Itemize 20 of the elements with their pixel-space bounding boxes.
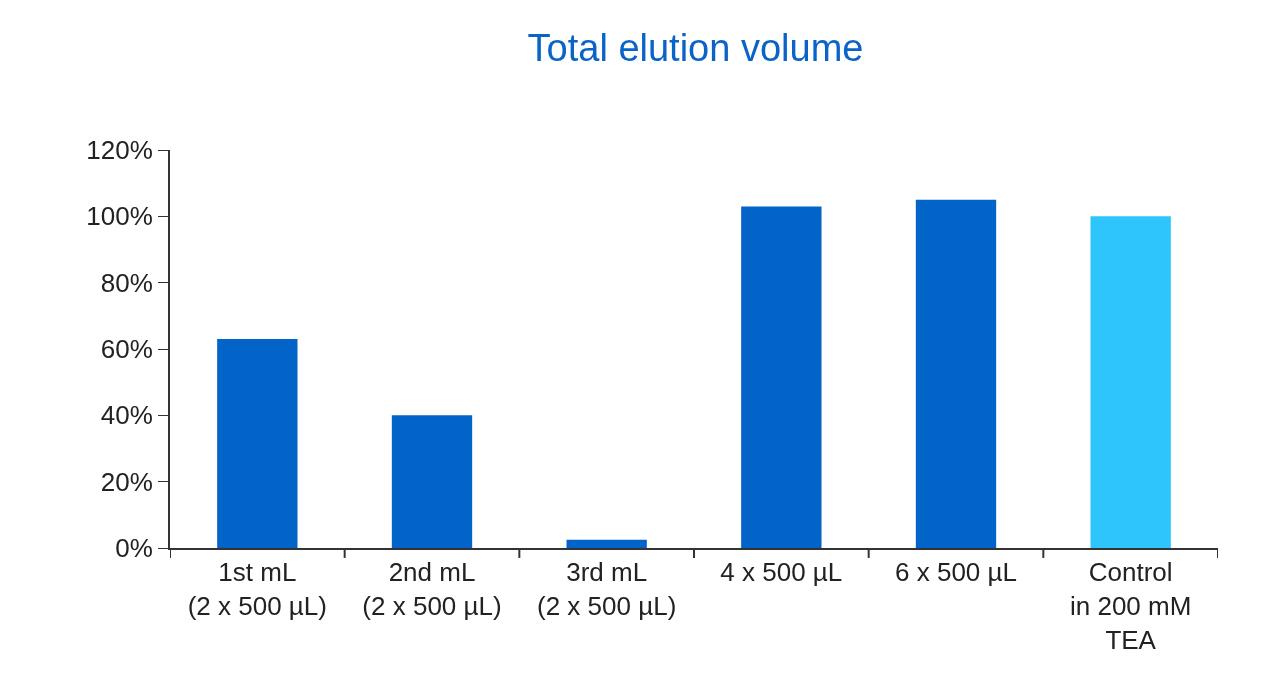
x-tick-label: 6 x 500 µL [895,557,1017,588]
y-tick-label: 60% [100,334,153,365]
bar [391,415,473,548]
bar [915,199,997,548]
y-tick-label: 0% [115,533,153,564]
y-tick-label: 120% [86,135,153,166]
x-tick-label: 1st mL (2 x 500 µL) [187,557,327,621]
bar [1090,216,1171,548]
y-tick-label: 80% [100,267,153,298]
x-tick-label: Control in 200 mM TEA [1069,557,1192,655]
x-tick-label: 4 x 500 µL [720,557,843,588]
y-tick-label: 20% [100,466,153,497]
bar [566,539,647,548]
y-tick-label: 40% [100,400,153,431]
bar [741,206,822,548]
x-tick-label: 2nd mL (2 x 500 µL) [362,557,502,621]
y-tick-label: 100% [86,201,153,232]
chart-title: Total elution volume [527,27,864,70]
bar [217,339,298,548]
x-tick-label: 3rd mL (2 x 500 µL) [537,557,677,621]
